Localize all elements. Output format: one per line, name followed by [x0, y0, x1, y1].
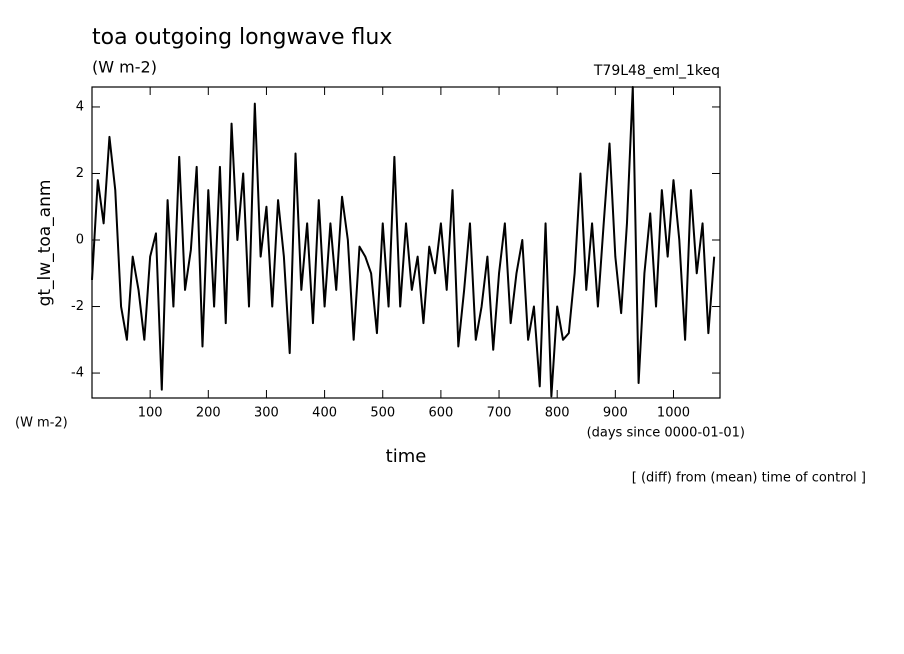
x-tick-label: 600	[428, 406, 453, 421]
x-tick-label: 1000	[657, 406, 690, 421]
x-axis-label: time	[386, 446, 427, 467]
x-tick-label: 300	[254, 406, 279, 421]
y-tick-label: -2	[71, 299, 84, 314]
x-tick-label: 200	[196, 406, 221, 421]
x-tick-label: 100	[138, 406, 163, 421]
plot-frame	[91, 86, 721, 399]
x-tick-label: 500	[370, 406, 395, 421]
y-tick-label: 2	[76, 166, 84, 181]
y-tick-label: 0	[76, 233, 84, 248]
y-axis-label: gt_lw_toa_anm	[35, 180, 55, 307]
x-units: (days since 0000-01-01)	[587, 426, 745, 441]
y-tick-label: 4	[76, 99, 84, 114]
run-label: T79L48_eml_1keq	[593, 63, 720, 79]
y-units: (W m-2)	[15, 416, 68, 431]
annotation: [ (diff) from (mean) time of control ]	[632, 471, 866, 486]
chart-subtitle: (W m-2)	[92, 58, 157, 77]
data-line	[91, 86, 716, 398]
y-tick-label: -4	[71, 366, 84, 381]
x-tick-label: 700	[487, 406, 512, 421]
x-tick-label: 900	[603, 406, 628, 421]
x-tick-label: 800	[545, 406, 570, 421]
chart-title: toa outgoing longwave flux	[92, 25, 392, 50]
x-tick-label: 400	[312, 406, 337, 421]
